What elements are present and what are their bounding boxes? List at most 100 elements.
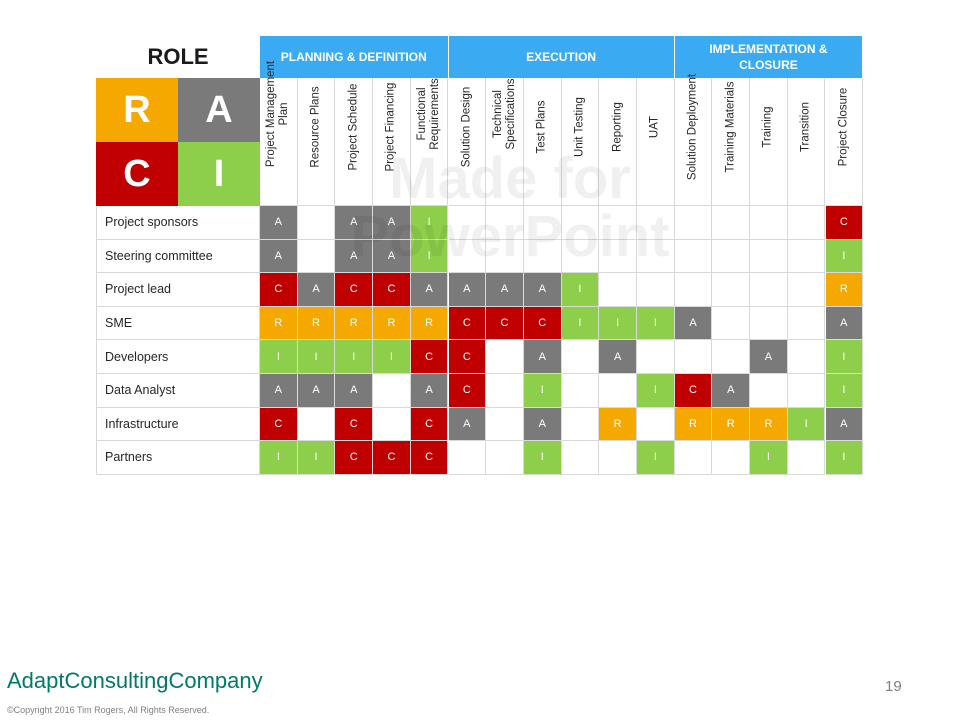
column-header-label: Test Plans — [535, 100, 548, 154]
raci-cell-empty — [486, 340, 524, 374]
raci-cell-c: C — [448, 374, 487, 408]
raci-cell-r: R — [750, 407, 788, 442]
raci-cell-empty — [750, 239, 788, 274]
raci-cell-r: R — [825, 273, 864, 307]
raci-cell-a: A — [523, 273, 562, 307]
column-header-label: Technical Specifications — [491, 78, 517, 150]
raci-cell-i: I — [561, 306, 600, 341]
raci-cell-a: A — [373, 239, 411, 274]
raci-cell-empty — [712, 239, 751, 274]
raci-cell-a: A — [825, 407, 864, 442]
raci-cell-i: I — [825, 340, 864, 374]
page-number: 19 — [885, 678, 902, 695]
raci-cell-empty — [523, 239, 562, 274]
raci-cell-c: C — [335, 273, 374, 307]
column-header-label: Transition — [799, 101, 812, 153]
phase-header-3: IMPLEMENTATION & CLOSURE — [674, 36, 864, 78]
raci-cell-c: C — [373, 441, 411, 475]
copyright-notice: ©Copyright 2016 Tim Rogers, All Rights R… — [7, 705, 210, 715]
raci-cell-empty — [750, 374, 788, 408]
raci-cell-a: A — [373, 206, 411, 240]
raci-cell-empty — [712, 206, 751, 240]
raci-cell-r: R — [260, 306, 298, 341]
raci-cell-c: C — [523, 306, 562, 341]
raci-cell-empty — [637, 273, 675, 307]
column-header-label: Project Closure — [837, 87, 850, 167]
raci-cell-a: A — [260, 239, 298, 274]
column-header: Resource Plans — [297, 78, 336, 206]
column-header-label: UAT — [648, 115, 661, 139]
raci-cell-empty — [486, 206, 524, 240]
legend-i: I — [178, 142, 260, 206]
raci-cell-empty — [561, 407, 600, 442]
raci-cell-empty — [599, 441, 637, 475]
raci-cell-i: I — [260, 340, 298, 374]
raci-cell-empty — [674, 441, 713, 475]
raci-cell-empty — [674, 273, 713, 307]
raci-cell-empty — [637, 407, 675, 442]
raci-cell-c: C — [373, 273, 411, 307]
raci-cell-i: I — [410, 239, 449, 274]
raci-cell-r: R — [599, 407, 637, 442]
raci-cell-a: A — [335, 239, 374, 274]
raci-cell-i: I — [599, 306, 637, 341]
raci-cell-r: R — [674, 407, 713, 442]
raci-cell-a: A — [712, 374, 751, 408]
raci-cell-a: A — [523, 407, 562, 442]
column-header: Solution Design — [448, 78, 487, 206]
row-label: SME — [96, 306, 260, 341]
raci-cell-a: A — [825, 306, 864, 341]
row-label: Partners — [96, 441, 260, 475]
raci-cell-a: A — [448, 273, 487, 307]
raci-cell-empty — [373, 407, 411, 442]
raci-cell-a: A — [297, 374, 336, 408]
raci-cell-empty — [787, 206, 826, 240]
column-header: Project Financing — [373, 78, 411, 206]
raci-cell-empty — [712, 441, 751, 475]
column-header-label: Training — [761, 106, 774, 148]
raci-cell-empty — [674, 340, 713, 374]
raci-cell-r: R — [335, 306, 374, 341]
raci-cell-c: C — [486, 306, 524, 341]
row-label: Data Analyst — [96, 374, 260, 408]
raci-cell-empty — [674, 239, 713, 274]
column-header: Technical Specifications — [486, 78, 524, 206]
raci-cell-c: C — [448, 306, 487, 341]
raci-cell-a: A — [335, 374, 374, 408]
raci-cell-empty — [787, 441, 826, 475]
row-label: Steering committee — [96, 239, 260, 274]
legend-c: C — [96, 142, 178, 206]
row-label: Project sponsors — [96, 206, 260, 240]
raci-cell-c: C — [825, 206, 864, 240]
column-header-label: Reporting — [611, 102, 624, 152]
raci-cell-empty — [373, 374, 411, 408]
raci-cell-empty — [448, 206, 487, 240]
raci-cell-a: A — [260, 374, 298, 408]
raci-cell-i: I — [297, 441, 336, 475]
raci-cell-a: A — [486, 273, 524, 307]
legend-a: A — [178, 78, 260, 142]
raci-cell-empty — [787, 273, 826, 307]
raci-cell-empty — [787, 340, 826, 374]
raci-cell-empty — [750, 306, 788, 341]
raci-cell-r: R — [410, 306, 449, 341]
raci-cell-i: I — [373, 340, 411, 374]
raci-cell-i: I — [260, 441, 298, 475]
raci-cell-c: C — [448, 340, 487, 374]
column-header: Functional Requirements — [410, 78, 449, 206]
column-header: Training — [750, 78, 788, 206]
column-header-label: Solution Deployment — [686, 73, 699, 181]
column-header-label: Project Financing — [384, 82, 397, 172]
column-header-label: Solution Design — [460, 86, 473, 168]
raci-cell-empty — [486, 239, 524, 274]
raci-cell-empty — [599, 239, 637, 274]
raci-cell-i: I — [297, 340, 336, 374]
raci-cell-empty — [561, 206, 600, 240]
raci-cell-empty — [561, 340, 600, 374]
raci-cell-empty — [787, 306, 826, 341]
raci-cell-i: I — [561, 273, 600, 307]
row-label: Infrastructure — [96, 407, 260, 442]
raci-cell-a: A — [674, 306, 713, 341]
raci-cell-i: I — [750, 441, 788, 475]
raci-cell-i: I — [523, 374, 562, 408]
